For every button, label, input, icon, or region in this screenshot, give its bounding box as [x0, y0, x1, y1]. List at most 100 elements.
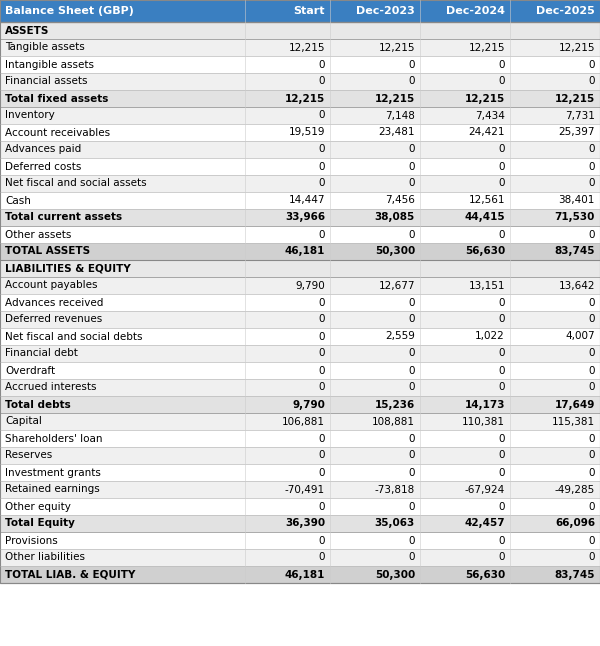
Text: 0: 0 [319, 450, 325, 461]
Text: Dec-2023: Dec-2023 [356, 6, 415, 16]
Text: Tangible assets: Tangible assets [5, 43, 85, 52]
Text: Start: Start [293, 6, 325, 16]
Text: 25,397: 25,397 [559, 127, 595, 138]
Text: -70,491: -70,491 [285, 484, 325, 494]
Text: TOTAL ASSETS: TOTAL ASSETS [5, 247, 90, 256]
Text: 0: 0 [319, 229, 325, 240]
Text: Total debts: Total debts [5, 399, 71, 410]
Text: 0: 0 [409, 348, 415, 359]
Text: 9,790: 9,790 [292, 399, 325, 410]
Text: 0: 0 [499, 178, 505, 189]
Text: Other assets: Other assets [5, 229, 71, 240]
Text: 15,236: 15,236 [375, 399, 415, 410]
Text: 56,630: 56,630 [465, 247, 505, 256]
Text: 4,007: 4,007 [565, 331, 595, 342]
Text: 0: 0 [409, 536, 415, 545]
Text: 56,630: 56,630 [465, 570, 505, 579]
Text: 35,063: 35,063 [375, 519, 415, 528]
Text: 24,421: 24,421 [469, 127, 505, 138]
Text: 0: 0 [499, 366, 505, 375]
Text: 0: 0 [589, 315, 595, 324]
Text: Cash: Cash [5, 196, 31, 205]
Text: 0: 0 [409, 76, 415, 87]
Bar [0, 90, 600, 107]
Text: 0: 0 [589, 433, 595, 444]
Text: Net fiscal and social debts: Net fiscal and social debts [5, 331, 143, 342]
Text: 0: 0 [409, 552, 415, 563]
Text: 36,390: 36,390 [285, 519, 325, 528]
Text: 0: 0 [499, 450, 505, 461]
Text: -73,818: -73,818 [375, 484, 415, 494]
Text: 0: 0 [589, 468, 595, 477]
Bar [0, 430, 600, 447]
Text: 38,401: 38,401 [559, 196, 595, 205]
Text: 0: 0 [319, 178, 325, 189]
Text: 7,456: 7,456 [385, 196, 415, 205]
Text: Shareholders' loan: Shareholders' loan [5, 433, 103, 444]
Text: 0: 0 [409, 366, 415, 375]
Text: 0: 0 [409, 145, 415, 154]
Text: 0: 0 [499, 315, 505, 324]
Text: 12,215: 12,215 [469, 43, 505, 52]
Bar [0, 549, 600, 566]
Text: 7,731: 7,731 [565, 110, 595, 121]
Bar [0, 311, 600, 328]
Bar [0, 294, 600, 311]
Text: Investment grants: Investment grants [5, 468, 101, 477]
Bar [0, 175, 600, 192]
Text: Deferred revenues: Deferred revenues [5, 315, 102, 324]
Text: 12,677: 12,677 [379, 280, 415, 291]
Text: 106,881: 106,881 [282, 417, 325, 426]
Text: 9,790: 9,790 [295, 280, 325, 291]
Text: 0: 0 [589, 366, 595, 375]
Bar [0, 73, 600, 90]
Text: 0: 0 [499, 59, 505, 70]
Text: 0: 0 [319, 145, 325, 154]
Bar [0, 260, 600, 277]
Text: Net fiscal and social assets: Net fiscal and social assets [5, 178, 146, 189]
Text: 0: 0 [409, 433, 415, 444]
Bar [0, 566, 600, 583]
Text: 12,215: 12,215 [289, 43, 325, 52]
Text: 38,085: 38,085 [375, 213, 415, 222]
Text: Advances paid: Advances paid [5, 145, 81, 154]
Text: 12,215: 12,215 [375, 94, 415, 103]
Text: -49,285: -49,285 [555, 484, 595, 494]
Text: 50,300: 50,300 [375, 570, 415, 579]
Text: 0: 0 [589, 229, 595, 240]
Text: 0: 0 [499, 229, 505, 240]
Bar [0, 56, 600, 73]
Text: Dec-2025: Dec-2025 [536, 6, 595, 16]
Bar [0, 277, 600, 294]
Text: 0: 0 [589, 178, 595, 189]
Text: 0: 0 [319, 348, 325, 359]
Text: Total current assets: Total current assets [5, 213, 122, 222]
Text: 17,649: 17,649 [554, 399, 595, 410]
Text: 44,415: 44,415 [464, 213, 505, 222]
Text: 0: 0 [409, 450, 415, 461]
Text: 0: 0 [319, 366, 325, 375]
Text: ASSETS: ASSETS [5, 25, 49, 36]
Text: 0: 0 [589, 298, 595, 307]
Bar [0, 107, 600, 124]
Text: 0: 0 [499, 382, 505, 393]
Text: 0: 0 [499, 145, 505, 154]
Bar [0, 192, 600, 209]
Bar [0, 362, 600, 379]
Text: 0: 0 [319, 59, 325, 70]
Text: 19,519: 19,519 [289, 127, 325, 138]
Text: 66,096: 66,096 [555, 519, 595, 528]
Bar [0, 39, 600, 56]
Text: 0: 0 [409, 298, 415, 307]
Text: 115,381: 115,381 [552, 417, 595, 426]
Text: 71,530: 71,530 [554, 213, 595, 222]
Text: 0: 0 [499, 501, 505, 512]
Text: 0: 0 [499, 536, 505, 545]
Text: 13,151: 13,151 [469, 280, 505, 291]
Text: 0: 0 [499, 162, 505, 171]
Text: 13,642: 13,642 [559, 280, 595, 291]
Text: Provisions: Provisions [5, 536, 58, 545]
Bar [0, 396, 600, 413]
Text: 0: 0 [589, 552, 595, 563]
Text: LIABILITIES & EQUITY: LIABILITIES & EQUITY [5, 264, 131, 273]
